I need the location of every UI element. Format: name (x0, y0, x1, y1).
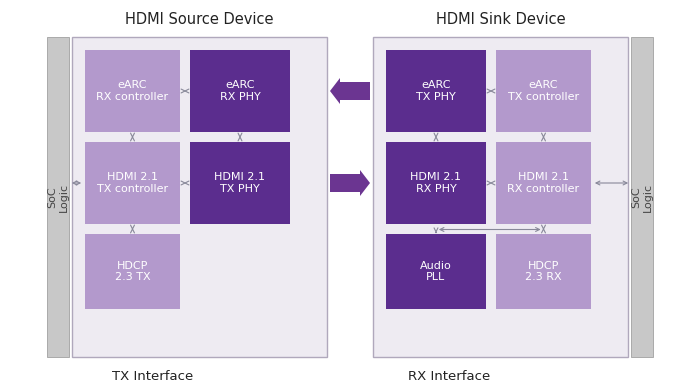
Text: eARC
RX PHY: eARC RX PHY (220, 80, 260, 102)
Text: HDMI 2.1
RX PHY: HDMI 2.1 RX PHY (410, 172, 461, 194)
Text: SoC
Logic: SoC Logic (47, 182, 69, 212)
Text: SoC
Logic: SoC Logic (631, 182, 653, 212)
Text: eARC
TX controller: eARC TX controller (508, 80, 579, 102)
Text: HDMI Sink Device: HDMI Sink Device (435, 12, 566, 26)
Bar (190, 142, 290, 224)
Text: HDMI Source Device: HDMI Source Device (125, 12, 274, 26)
Bar (85, 234, 180, 309)
Bar (631, 37, 653, 357)
Text: TX Interface: TX Interface (112, 370, 193, 384)
Bar (496, 142, 591, 224)
Text: HDCP
2.3 RX: HDCP 2.3 RX (525, 261, 562, 282)
Text: HDMI 2.1
TX PHY: HDMI 2.1 TX PHY (214, 172, 265, 194)
Bar (496, 50, 591, 132)
Bar (373, 37, 628, 357)
Text: HDMI 2.1
TX controller: HDMI 2.1 TX controller (97, 172, 168, 194)
Text: eARC
TX PHY: eARC TX PHY (416, 80, 456, 102)
Bar (386, 234, 486, 309)
Text: eARC
RX controller: eARC RX controller (97, 80, 169, 102)
Text: Audio
PLL: Audio PLL (420, 261, 452, 282)
Text: RX Interface: RX Interface (408, 370, 490, 384)
Bar (85, 142, 180, 224)
Bar (386, 50, 486, 132)
Bar (47, 37, 69, 357)
Text: HDMI 2.1
RX controller: HDMI 2.1 RX controller (508, 172, 580, 194)
Bar (496, 234, 591, 309)
Bar (386, 142, 486, 224)
Bar (72, 37, 327, 357)
Text: HDCP
2.3 TX: HDCP 2.3 TX (115, 261, 150, 282)
Bar (85, 50, 180, 132)
FancyArrow shape (330, 170, 370, 196)
FancyArrow shape (330, 78, 370, 104)
Bar (190, 50, 290, 132)
